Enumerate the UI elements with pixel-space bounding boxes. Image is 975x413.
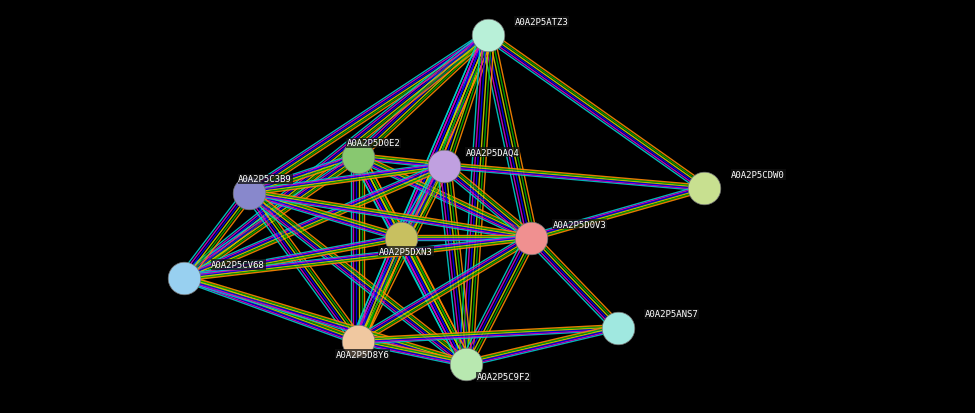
Text: A0A2P5DXN3: A0A2P5DXN3 (379, 247, 433, 256)
Point (480, 33, 495, 39)
Point (350, 154, 366, 160)
Point (242, 190, 257, 196)
Text: A0A2P5DAQ4: A0A2P5DAQ4 (466, 148, 520, 157)
Text: A0A2P5C3B9: A0A2P5C3B9 (238, 175, 292, 184)
Text: A0A2P5ATZ3: A0A2P5ATZ3 (515, 18, 568, 27)
Text: A0A2P5CV68: A0A2P5CV68 (212, 260, 265, 269)
Text: A0A2P5CDW0: A0A2P5CDW0 (731, 171, 785, 180)
Point (393, 235, 409, 241)
Text: A0A2P5D0V3: A0A2P5D0V3 (553, 220, 606, 229)
Text: A0A2P5D8Y6: A0A2P5D8Y6 (335, 350, 390, 359)
Point (176, 275, 192, 282)
Point (696, 185, 712, 192)
Point (523, 235, 538, 241)
Text: A0A2P5C9F2: A0A2P5C9F2 (477, 373, 530, 382)
Text: A0A2P5ANS7: A0A2P5ANS7 (644, 310, 698, 319)
Point (437, 163, 452, 169)
Text: A0A2P5D0E2: A0A2P5D0E2 (347, 139, 401, 148)
Point (609, 324, 625, 331)
Point (458, 360, 474, 367)
Point (350, 338, 366, 344)
